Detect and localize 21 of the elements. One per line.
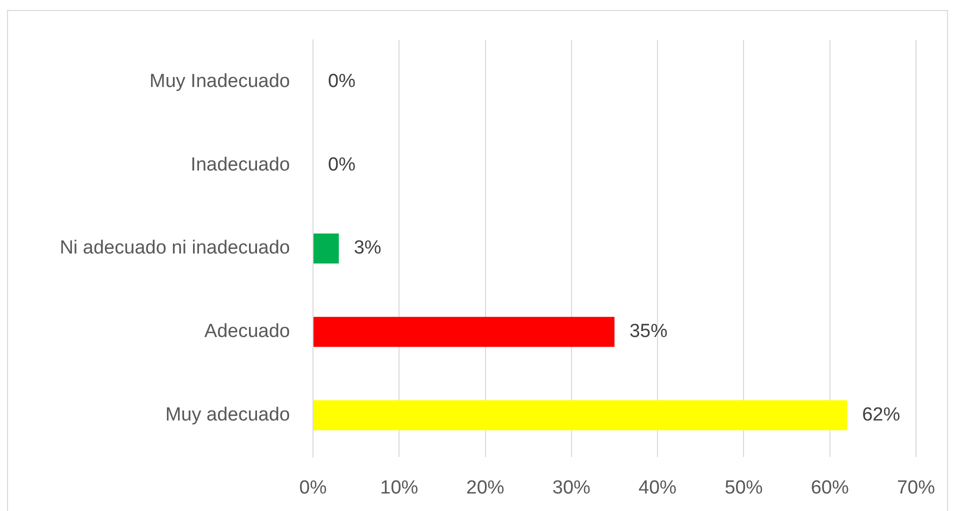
- data-label: 0%: [328, 70, 356, 92]
- bar: [314, 233, 339, 264]
- y-tick-label: Muy Inadecuado: [150, 70, 290, 92]
- x-tick-label: 40%: [638, 478, 677, 499]
- data-label: 0%: [328, 154, 356, 176]
- x-tick-label: 60%: [810, 478, 849, 499]
- data-label: 62%: [862, 404, 900, 426]
- bar: [314, 400, 848, 430]
- x-tick-label: 30%: [552, 478, 591, 499]
- y-tick-label: Inadecuado: [190, 154, 290, 176]
- x-tick-label: 20%: [466, 478, 504, 499]
- data-label: 35%: [629, 321, 668, 342]
- x-tick-label: 0%: [299, 478, 327, 499]
- y-tick-label: Muy adecuado: [165, 404, 290, 426]
- x-tick-label: 50%: [724, 478, 763, 499]
- y-tick-label: Ni adecuado ni inadecuado: [60, 238, 290, 259]
- bar: [314, 316, 614, 347]
- data-label: 3%: [354, 238, 382, 259]
- x-tick-label: 10%: [380, 478, 418, 499]
- y-tick-label: Adecuado: [204, 321, 290, 342]
- x-tick-label: 70%: [896, 478, 936, 499]
